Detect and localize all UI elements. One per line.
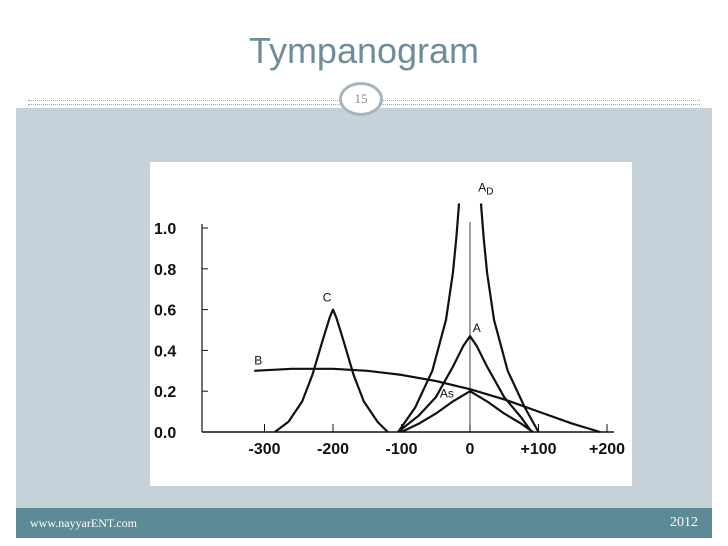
- tympanogram-chart: 0.0 0.2 0.4 0.6 0.8 1.0 -300 -200 -100 0 +100 +200 B…: [154, 180, 625, 458]
- tympanogram-figure: 0.0 0.2 0.4 0.6 0.8 1.0 -300 -200 -100 0 +100 +200 B…: [150, 162, 632, 486]
- curve-label-c: C: [323, 290, 332, 304]
- curve-a: [397, 335, 533, 433]
- curve-as: [401, 390, 534, 433]
- y-tick-label: 0.8: [154, 262, 176, 279]
- y-tick-label: 0.2: [154, 384, 176, 401]
- slide-number-badge: 15: [339, 82, 383, 116]
- footer-bar: www.nayyarENT.com 2012: [16, 508, 712, 538]
- curve-label-a: A: [473, 321, 481, 335]
- curve-b: [254, 367, 601, 434]
- y-tick-label: 1.0: [154, 221, 176, 238]
- footer-year: 2012: [670, 515, 698, 530]
- x-tick-label: -100: [385, 441, 417, 458]
- x-tick-label: -300: [248, 441, 280, 458]
- curve-label-as: As: [440, 386, 454, 400]
- x-tick-label: +200: [589, 441, 625, 458]
- curve-label-b: B: [254, 354, 262, 368]
- x-tick-label: -200: [317, 441, 349, 458]
- curve-label-ad: AD: [478, 180, 493, 197]
- footer-website: www.nayyarENT.com: [30, 516, 137, 530]
- x-tick-label: 0: [466, 441, 475, 458]
- curve-ad: [397, 203, 540, 433]
- y-tick-label: 0.4: [154, 343, 176, 360]
- y-tick-label: 0.6: [154, 303, 176, 320]
- y-tick-label: 0.0: [154, 425, 176, 442]
- slide-number: 15: [354, 91, 368, 106]
- slide-title: Tympanogram: [248, 30, 480, 71]
- x-tick-label: +100: [520, 441, 556, 458]
- curve-c: [274, 308, 389, 433]
